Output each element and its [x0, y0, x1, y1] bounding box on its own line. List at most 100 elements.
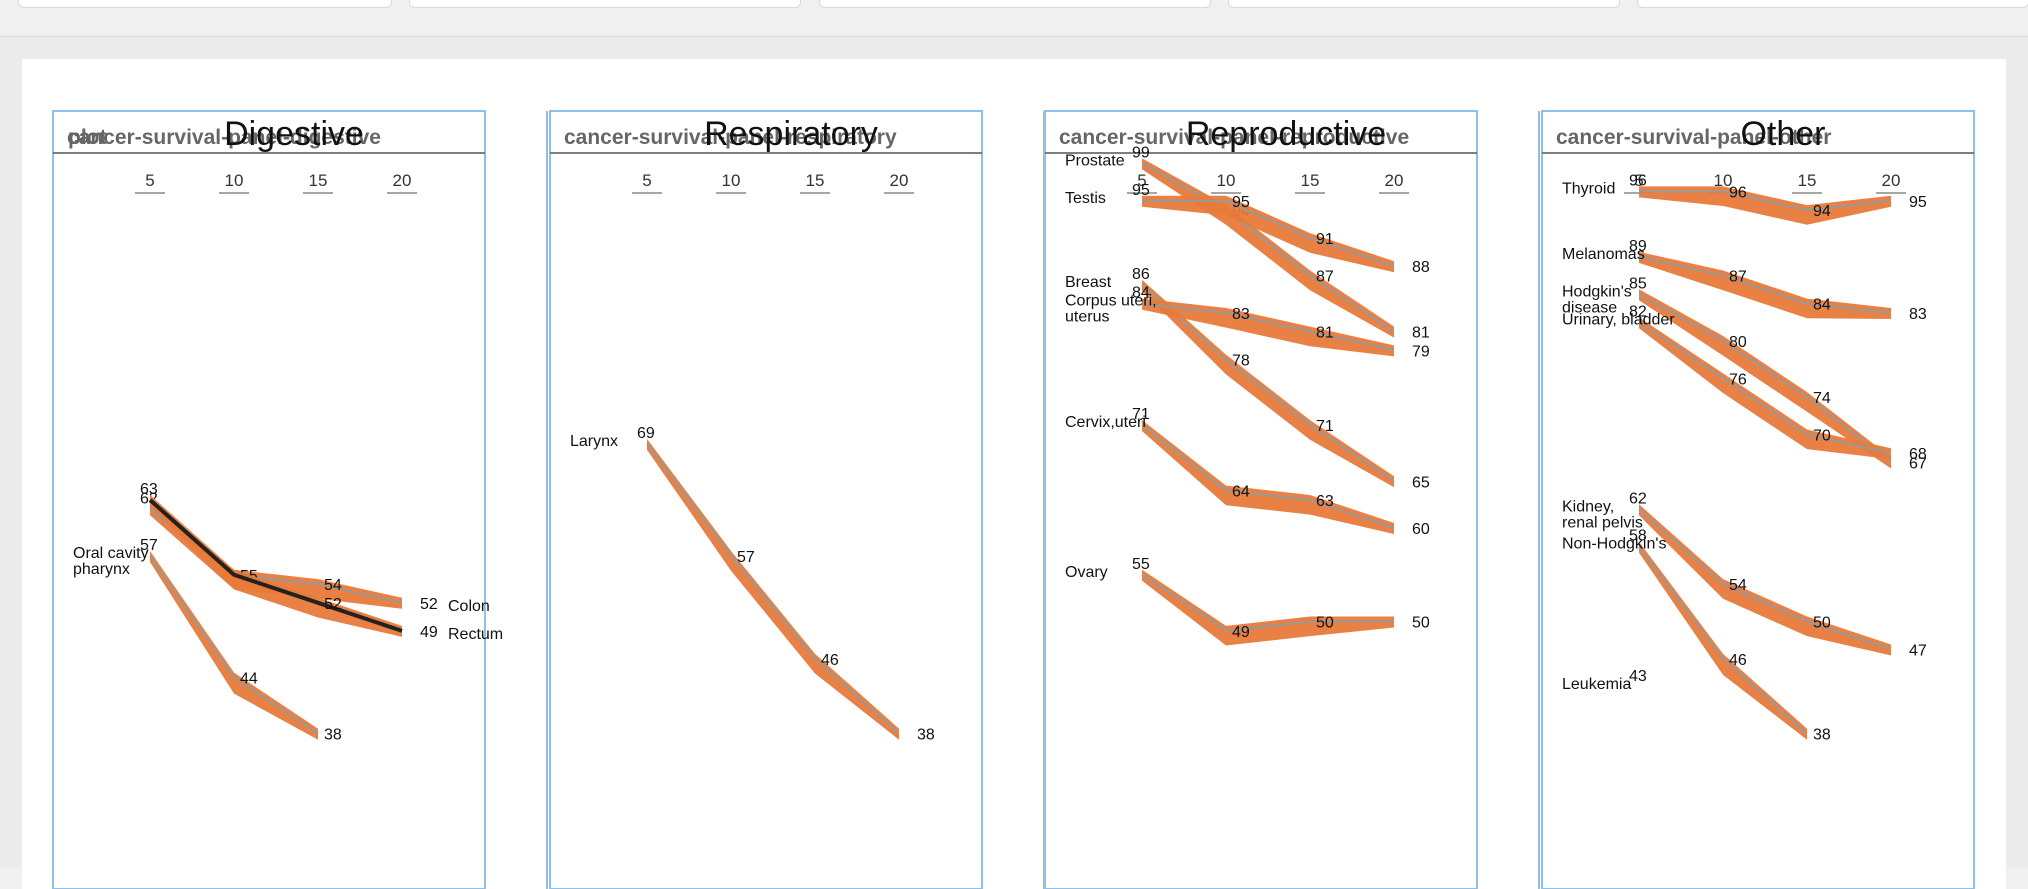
- data-value-label: 78: [1232, 353, 1250, 370]
- series-line: [1141, 162, 1395, 333]
- data-value-label: 63: [1316, 493, 1334, 510]
- data-value-label: 87: [1316, 269, 1334, 286]
- toolbar-field[interactable]: [409, 0, 801, 8]
- series-label: Hodgkin's disease: [1562, 283, 1632, 316]
- data-value-label: 46: [821, 652, 839, 669]
- data-value-label: 76: [1729, 371, 1747, 388]
- series-line: [1638, 546, 1808, 735]
- data-value-label: 83: [1232, 306, 1250, 323]
- series-label: Urinary, bladder: [1562, 311, 1675, 328]
- data-value-label: 88: [1412, 259, 1430, 276]
- data-value-label: 50: [1813, 615, 1831, 632]
- series-band: [1639, 186, 1891, 225]
- series-band: [150, 551, 318, 740]
- data-value-label: 46: [1729, 652, 1747, 669]
- x-tick-label: 15: [1301, 171, 1320, 190]
- series-line: [1141, 302, 1395, 352]
- series-band: [1639, 504, 1891, 656]
- panel-name-reproductive: cancer-survival-panel-reproductive: [1059, 126, 1409, 149]
- series-band: [1142, 298, 1394, 357]
- data-value-label: 70: [1813, 428, 1831, 445]
- x-tick-label: 20: [890, 171, 909, 190]
- data-value-label: 86: [1132, 266, 1150, 283]
- toolbar-field[interactable]: [1637, 0, 2028, 8]
- panel-title-reproductive: Reproductive: [1186, 115, 1386, 153]
- x-tick-label: 5: [1137, 171, 1146, 190]
- series-label: Prostate: [1065, 152, 1125, 169]
- series-label: Melanomas: [1562, 246, 1645, 263]
- series-band: [1639, 289, 1891, 469]
- x-tick-label: 20: [1882, 171, 1901, 190]
- data-value-label: 95: [1909, 194, 1927, 211]
- panel-title-respiratory: Respiratory: [704, 115, 878, 153]
- series-label: Breast: [1065, 274, 1112, 291]
- panel-frame-respiratory: [549, 110, 983, 889]
- data-value-label: 43: [1629, 668, 1647, 685]
- data-value-label: 95: [1232, 194, 1250, 211]
- series-band: [1142, 569, 1394, 646]
- data-value-label: 89: [1629, 238, 1647, 255]
- panel-frame-reproductive: [1044, 110, 1478, 889]
- panel-frame-digestive: [52, 110, 486, 889]
- data-value-label: 71: [1132, 406, 1150, 423]
- data-value-label: 68: [1909, 446, 1927, 463]
- data-value-label: 63: [140, 481, 158, 498]
- series-line: [1141, 573, 1394, 632]
- data-value-label: 95: [1132, 182, 1150, 199]
- data-value-label: 87: [1729, 269, 1747, 286]
- series-line: [1142, 199, 1395, 268]
- series-line: [1639, 190, 1892, 212]
- plot-area: plot cancer-survival-panel-digestive Diges…: [22, 59, 2006, 889]
- panel-name-digestive: cancer-survival-panel-digestive: [67, 126, 381, 149]
- data-value-label: 44: [240, 671, 258, 688]
- data-value-label: 54: [1729, 577, 1747, 594]
- data-value-label: 50: [1412, 615, 1430, 632]
- data-value-label: 96: [1629, 172, 1647, 189]
- data-value-label: 85: [1629, 275, 1647, 292]
- data-value-label: 47: [1909, 643, 1927, 660]
- data-value-label: 84: [1813, 297, 1831, 314]
- series-label: Testis: [1065, 190, 1106, 207]
- series-band: [647, 438, 899, 740]
- series-label: Corpus uteri, uterus: [1065, 293, 1157, 326]
- data-value-label: 55: [1132, 556, 1150, 573]
- series-line: [646, 443, 900, 735]
- data-value-label: 81: [1316, 325, 1334, 342]
- data-value-label: 65: [1412, 474, 1430, 491]
- data-value-label: 79: [1412, 343, 1430, 360]
- data-value-label: 49: [1232, 624, 1250, 641]
- toolbar-field[interactable]: [1228, 0, 1620, 8]
- series-line: [1638, 255, 1892, 314]
- x-tick-label: 10: [225, 171, 244, 190]
- data-value-label: 58: [1629, 528, 1647, 545]
- data-value-label: 62: [1629, 490, 1647, 507]
- series-band: [1142, 420, 1394, 534]
- data-value-label: 52: [324, 596, 342, 613]
- x-tick-label: 15: [309, 171, 328, 190]
- series-label: Thyroid: [1562, 180, 1615, 197]
- series-label: Ovary: [1065, 564, 1108, 581]
- x-tick-label: 5: [642, 171, 651, 190]
- data-value-label: 96: [1729, 184, 1747, 201]
- toolbar-field[interactable]: [819, 0, 1211, 8]
- data-value-label: 84: [1132, 285, 1150, 302]
- toolbar-field[interactable]: [18, 0, 392, 8]
- data-value-label: 71: [1316, 418, 1334, 435]
- data-value-label: 99: [1132, 144, 1150, 161]
- series-band: [1639, 251, 1891, 319]
- series-line: [1638, 321, 1892, 455]
- data-value-label: 57: [737, 549, 755, 566]
- series-label: Rectum: [448, 626, 503, 643]
- series-label: Larynx: [570, 433, 618, 450]
- data-value-label: 57: [140, 537, 158, 554]
- data-value-label: 69: [637, 425, 655, 442]
- series-label: Non-Hodgkin's: [1562, 536, 1666, 553]
- data-value-label: 80: [1729, 334, 1747, 351]
- data-value-label: 64: [1232, 484, 1250, 501]
- data-value-label: 81: [1412, 325, 1430, 342]
- series-band: [1142, 195, 1394, 273]
- series-label: Colon: [448, 598, 490, 615]
- data-value-label: 38: [1813, 727, 1831, 744]
- top-toolbar: [0, 0, 2028, 36]
- series-line: [149, 555, 319, 735]
